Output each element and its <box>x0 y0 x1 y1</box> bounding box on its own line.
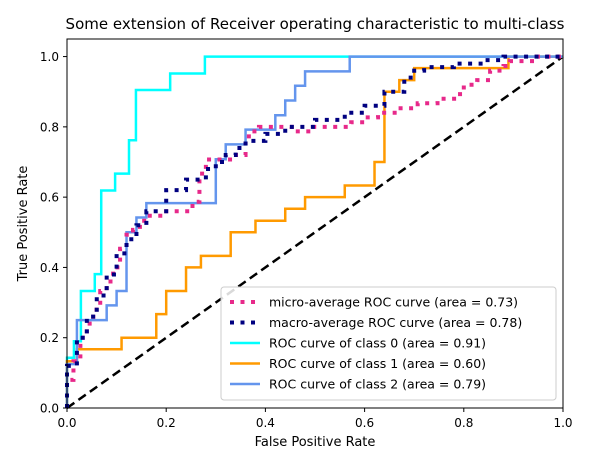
x-tick-label: 0.6 <box>355 416 374 430</box>
y-tick-label: 0.6 <box>40 191 59 205</box>
macro-average-curve <box>65 54 563 408</box>
x-tick-label: 0.8 <box>454 416 473 430</box>
y-tick-label: 0.0 <box>40 402 59 416</box>
y-tick-label: 0.8 <box>40 120 59 134</box>
y-tick-label: 0.4 <box>40 261 59 275</box>
class-2-curve <box>65 55 563 408</box>
legend: micro-average ROC curve (area = 0.73) mac… <box>220 286 557 401</box>
legend-item-class-2: ROC curve of class 2 (area = 0.79) <box>230 377 486 392</box>
x-tick-label: 0.0 <box>57 416 76 430</box>
legend-box <box>220 286 557 401</box>
legend-label: macro-average ROC curve (area = 0.78) <box>269 315 522 330</box>
x-tick-label: 1.0 <box>553 416 572 430</box>
legend-item-class-1: ROC curve of class 1 (area = 0.60) <box>230 356 486 371</box>
x-axis-label: False Positive Rate <box>255 435 376 450</box>
y-axis-label: True Positive Rate <box>16 166 31 283</box>
chart-title: Some extension of Receiver operating cha… <box>66 15 565 33</box>
series-layer <box>65 54 564 410</box>
y-axis: 0.0 0.2 0.4 0.6 0.8 1.0 <box>40 50 67 416</box>
x-axis: 0.0 0.2 0.4 0.6 0.8 1.0 <box>57 408 573 430</box>
legend-label: ROC curve of class 2 (area = 0.79) <box>269 377 486 392</box>
chance-line <box>66 55 564 410</box>
x-tick-label: 0.4 <box>256 416 275 430</box>
micro-average-curve <box>65 54 563 408</box>
legend-item-class-0: ROC curve of class 0 (area = 0.91) <box>230 336 486 351</box>
x-tick-label: 0.2 <box>157 416 176 430</box>
y-tick-label: 0.2 <box>40 331 59 345</box>
legend-label: micro-average ROC curve (area = 0.73) <box>269 295 518 310</box>
y-tick-label: 1.0 <box>40 50 59 64</box>
legend-item-micro-average: micro-average ROC curve (area = 0.73) <box>230 295 518 310</box>
legend-item-macro-average: macro-average ROC curve (area = 0.78) <box>230 315 522 330</box>
class-1-curve <box>65 55 563 408</box>
legend-label: ROC curve of class 0 (area = 0.91) <box>269 336 486 351</box>
plot-frame <box>66 38 564 409</box>
legend-label: ROC curve of class 1 (area = 0.60) <box>269 356 486 371</box>
